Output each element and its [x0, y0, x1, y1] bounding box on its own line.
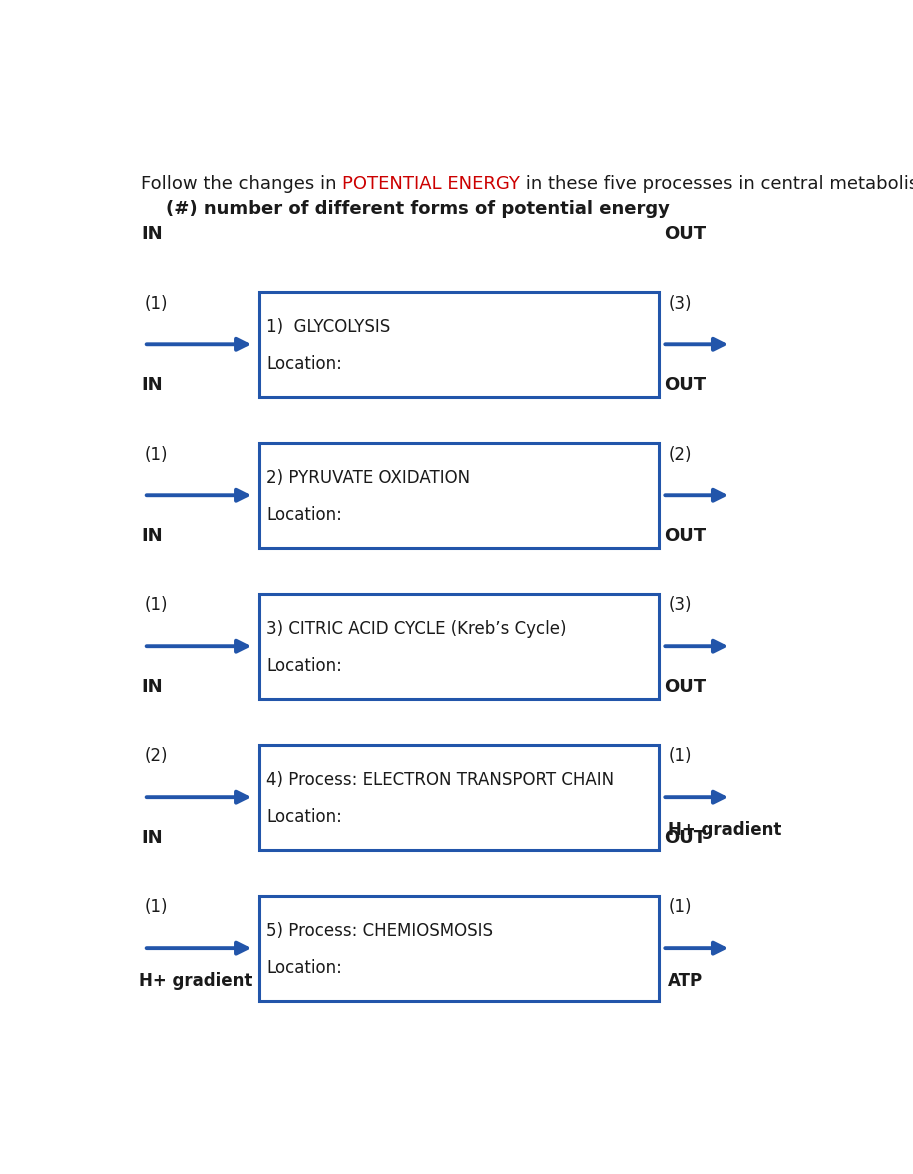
Text: (2): (2)	[668, 445, 692, 464]
FancyBboxPatch shape	[259, 594, 659, 699]
Text: 5) Process: CHEMIOSMOSIS: 5) Process: CHEMIOSMOSIS	[267, 923, 493, 940]
Text: Location:: Location:	[267, 657, 342, 675]
Text: H+ gradient: H+ gradient	[139, 972, 252, 990]
Text: Location:: Location:	[267, 808, 342, 826]
FancyBboxPatch shape	[259, 896, 659, 1000]
Text: (#) number of different forms of potential energy: (#) number of different forms of potenti…	[141, 200, 670, 217]
Text: (1): (1)	[144, 898, 168, 917]
Text: OUT: OUT	[665, 677, 707, 696]
Text: (1): (1)	[144, 445, 168, 464]
Text: ATP: ATP	[668, 972, 703, 990]
FancyBboxPatch shape	[259, 744, 659, 850]
Text: 3) CITRIC ACID CYCLE (Kreb’s Cycle): 3) CITRIC ACID CYCLE (Kreb’s Cycle)	[267, 620, 567, 639]
Text: (1): (1)	[668, 898, 692, 917]
FancyBboxPatch shape	[259, 443, 659, 547]
Text: IN: IN	[141, 527, 163, 545]
Text: 1)  GLYCOLYSIS: 1) GLYCOLYSIS	[267, 318, 391, 337]
Text: IN: IN	[141, 376, 163, 394]
Text: OUT: OUT	[665, 225, 707, 243]
Text: (3): (3)	[668, 295, 692, 312]
Text: Follow the changes in: Follow the changes in	[141, 175, 342, 194]
Text: (1): (1)	[144, 596, 168, 614]
Text: (3): (3)	[668, 596, 692, 614]
Text: Location:: Location:	[267, 356, 342, 373]
Text: in these five processes in central metabolism: in these five processes in central metab…	[520, 175, 913, 194]
Text: H+ gradient: H+ gradient	[668, 821, 782, 838]
Text: (1): (1)	[144, 295, 168, 312]
Text: 4) Process: ELECTRON TRANSPORT CHAIN: 4) Process: ELECTRON TRANSPORT CHAIN	[267, 771, 614, 789]
Text: IN: IN	[141, 677, 163, 696]
Text: IN: IN	[141, 225, 163, 243]
Text: OUT: OUT	[665, 527, 707, 545]
Text: POTENTIAL ENERGY: POTENTIAL ENERGY	[342, 175, 520, 194]
Text: OUT: OUT	[665, 829, 707, 846]
Text: 2) PYRUVATE OXIDATION: 2) PYRUVATE OXIDATION	[267, 470, 470, 487]
Text: OUT: OUT	[665, 376, 707, 394]
FancyBboxPatch shape	[259, 292, 659, 397]
Text: (2): (2)	[144, 748, 168, 765]
Text: (1): (1)	[668, 748, 692, 765]
Text: IN: IN	[141, 829, 163, 846]
Text: Location:: Location:	[267, 959, 342, 977]
Text: Location:: Location:	[267, 506, 342, 524]
